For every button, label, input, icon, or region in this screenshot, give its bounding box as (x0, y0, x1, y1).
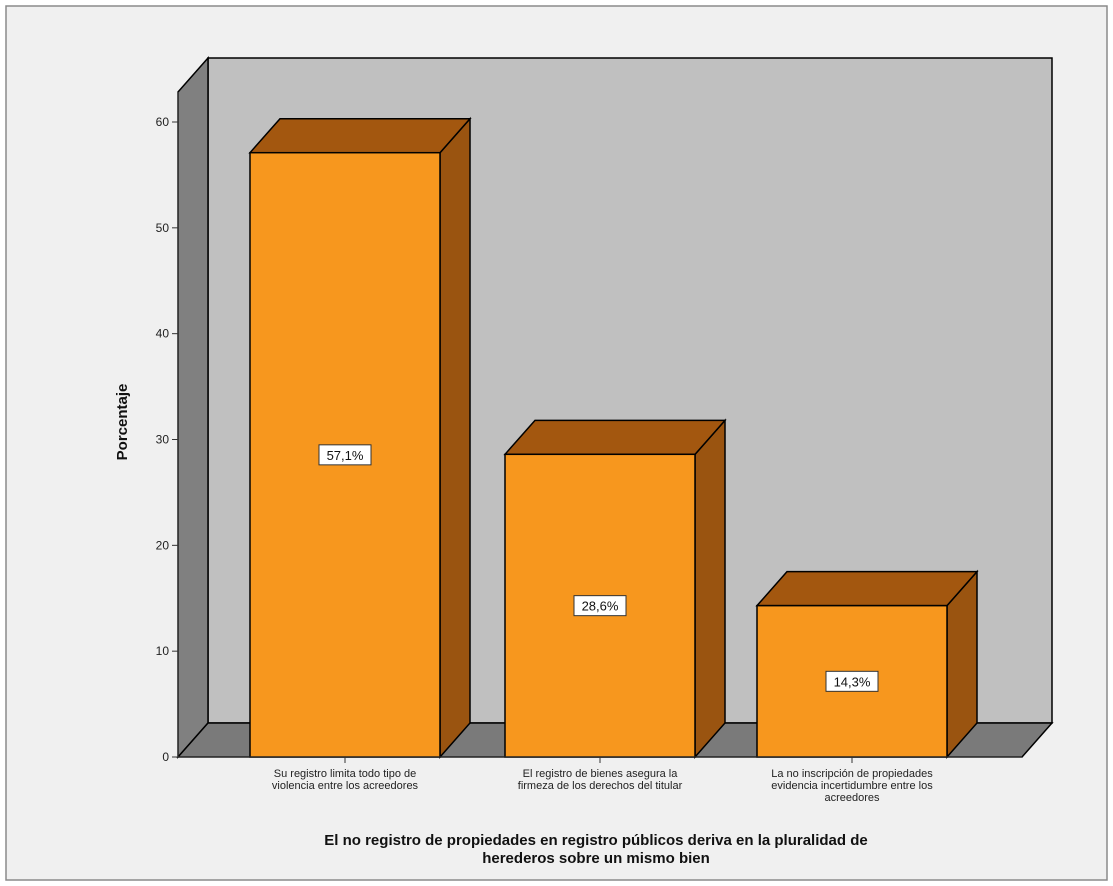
y-axis: 0 10 20 30 40 50 60 (156, 92, 179, 764)
bar-top (248, 117, 472, 154)
y-tick-label: 0 (162, 750, 169, 764)
x-axis: Su registro limita todo tipo de violencia… (178, 756, 1022, 804)
bar-top (755, 570, 979, 607)
x-axis-title: El no registro de propiedades en registr… (324, 832, 867, 867)
data-label: 28,6% (582, 599, 619, 614)
bar: 14,3% (755, 569, 979, 759)
data-label-box (318, 444, 372, 466)
y-tick-label: 50 (156, 221, 170, 235)
bar: 57,1% (248, 116, 472, 759)
y-tick-label: 40 (156, 327, 170, 341)
bar-top (503, 419, 727, 456)
bar-side (439, 116, 471, 759)
y-tick-label: 20 (156, 538, 170, 552)
data-label-box (825, 670, 879, 692)
y-tick-label: 60 (156, 115, 170, 129)
x-tick-label: El registro de bienes asegura la firmeza … (518, 768, 683, 792)
y-tick-label: 10 (156, 644, 170, 658)
bar: 28,6% (503, 418, 727, 759)
data-label: 14,3% (834, 674, 871, 689)
x-tick-label: Su registro limita todo tipo de violencia… (272, 768, 419, 792)
y-tick-label: 30 (156, 433, 170, 447)
data-label: 57,1% (327, 448, 364, 463)
bar-side (694, 418, 726, 759)
y-axis-title: Porcentaje (114, 384, 131, 461)
side-wall (177, 56, 209, 759)
x-tick-label: La no inscripción de propiedades evidenci… (771, 768, 933, 804)
bars: 57,1% 28,6% 14,3% (248, 116, 979, 759)
data-label-box (573, 595, 627, 617)
